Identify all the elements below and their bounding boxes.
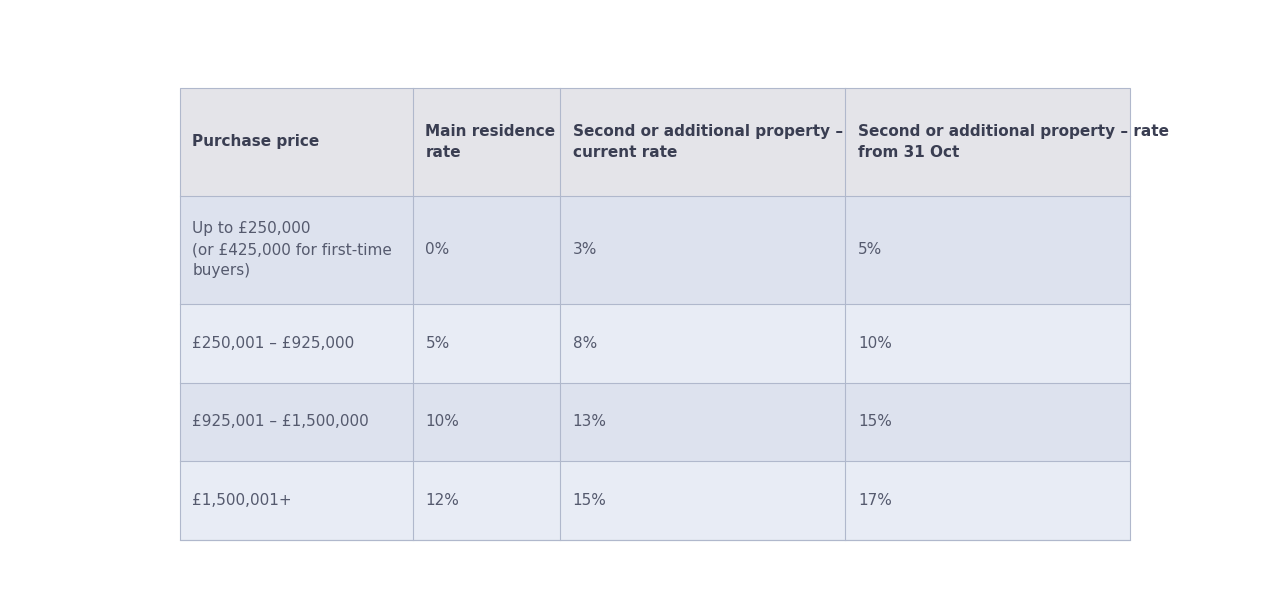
Text: Main residence
rate: Main residence rate <box>426 124 556 160</box>
Bar <box>845 382 1131 461</box>
Bar <box>560 304 845 382</box>
Bar <box>413 304 560 382</box>
Text: 15%: 15% <box>573 493 607 508</box>
Bar <box>413 88 560 196</box>
Text: 17%: 17% <box>858 493 892 508</box>
Text: 15%: 15% <box>858 414 892 430</box>
Bar <box>845 461 1131 540</box>
Bar <box>179 304 413 382</box>
Text: 8%: 8% <box>573 336 597 351</box>
Bar <box>845 88 1131 196</box>
Bar <box>179 196 413 304</box>
Bar <box>560 382 845 461</box>
Text: Second or additional property –
current rate: Second or additional property – current … <box>573 124 843 160</box>
Text: £1,500,001+: £1,500,001+ <box>193 493 293 508</box>
Text: 12%: 12% <box>426 493 459 508</box>
Bar <box>845 196 1131 304</box>
Bar <box>413 196 560 304</box>
Bar <box>179 88 413 196</box>
Text: 13%: 13% <box>573 414 607 430</box>
Text: £250,001 – £925,000: £250,001 – £925,000 <box>193 336 355 351</box>
Bar <box>179 382 413 461</box>
Bar <box>179 461 413 540</box>
Text: 3%: 3% <box>573 242 597 258</box>
Bar <box>845 304 1131 382</box>
Text: 10%: 10% <box>858 336 892 351</box>
Text: Second or additional property – rate
from 31 Oct: Second or additional property – rate fro… <box>858 124 1169 160</box>
Bar <box>560 196 845 304</box>
Text: 5%: 5% <box>426 336 450 351</box>
Bar <box>413 382 560 461</box>
Text: 5%: 5% <box>858 242 882 258</box>
Text: 10%: 10% <box>426 414 459 430</box>
Text: 0%: 0% <box>426 242 450 258</box>
Bar <box>560 88 845 196</box>
Text: Up to £250,000
(or £425,000 for first-time
buyers): Up to £250,000 (or £425,000 for first-ti… <box>193 222 392 278</box>
Bar <box>413 461 560 540</box>
Text: £925,001 – £1,500,000: £925,001 – £1,500,000 <box>193 414 369 430</box>
Text: Purchase price: Purchase price <box>193 134 320 149</box>
Bar <box>560 461 845 540</box>
